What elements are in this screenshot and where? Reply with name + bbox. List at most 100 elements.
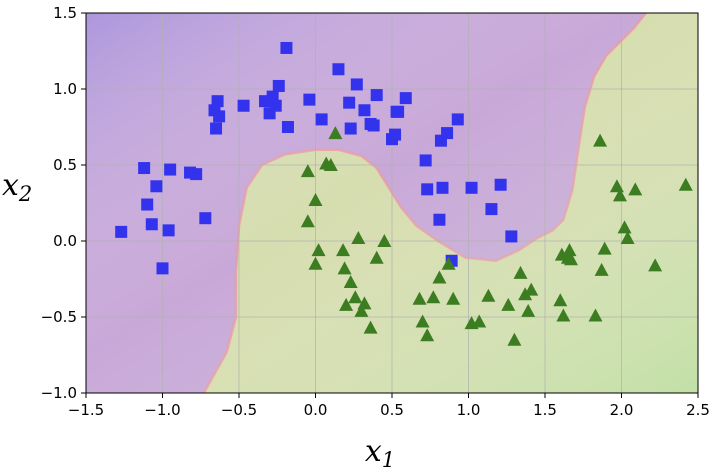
y-axis-label-subscript: 2 bbox=[18, 182, 32, 206]
y-axis-ticks: −1.0 −0.5 0.0 0.5 1.0 1.5 bbox=[41, 4, 86, 402]
point-class1-triangle bbox=[369, 250, 384, 264]
point-class0-square bbox=[199, 212, 212, 225]
point-class0-square bbox=[213, 110, 226, 123]
y-tick-label: 1.5 bbox=[53, 4, 77, 22]
point-class1-triangle bbox=[357, 296, 372, 310]
point-class0-square bbox=[190, 168, 203, 181]
point-class1-triangle bbox=[678, 177, 693, 191]
point-class1-triangle bbox=[501, 297, 516, 311]
point-class0-square bbox=[332, 63, 345, 76]
point-class1-triangle bbox=[323, 158, 338, 171]
x-tick-label: 2.0 bbox=[610, 401, 634, 419]
point-class0-square bbox=[392, 105, 405, 118]
point-class1-triangle bbox=[612, 188, 627, 202]
point-class1-triangle bbox=[593, 133, 608, 147]
point-class1-triangle bbox=[432, 270, 447, 284]
point-class0-square bbox=[210, 122, 223, 135]
point-class0-square bbox=[465, 181, 478, 194]
point-class1-triangle bbox=[308, 192, 323, 206]
point-class0-square bbox=[451, 113, 464, 126]
point-class0-square bbox=[419, 154, 432, 167]
point-class0-square bbox=[367, 119, 380, 132]
x-axis-label-subscript: 1 bbox=[382, 448, 395, 467]
point-class0-square bbox=[389, 128, 402, 141]
x-tick-label: 2.5 bbox=[686, 401, 710, 419]
point-class0-square bbox=[358, 104, 371, 117]
grid bbox=[86, 13, 698, 393]
point-class1-triangle bbox=[446, 291, 461, 305]
point-class0-square bbox=[436, 181, 449, 194]
point-class1-triangle bbox=[300, 164, 315, 178]
data-markers bbox=[115, 41, 693, 346]
point-class1-triangle bbox=[507, 332, 522, 346]
point-class0-square bbox=[343, 96, 356, 109]
point-class0-square bbox=[350, 78, 363, 91]
point-class1-triangle bbox=[363, 320, 378, 334]
y-tick-label: −1.0 bbox=[41, 384, 77, 402]
point-class1-triangle bbox=[553, 293, 568, 307]
point-class1-triangle bbox=[628, 182, 643, 196]
point-class0-square bbox=[303, 93, 316, 106]
point-class0-square bbox=[399, 92, 412, 105]
point-class1-triangle bbox=[336, 243, 351, 257]
y-tick-label: 0.5 bbox=[53, 156, 77, 174]
y-tick-label: 1.0 bbox=[53, 80, 77, 98]
point-class0-square bbox=[370, 89, 383, 102]
point-class0-square bbox=[344, 122, 357, 135]
point-class1-triangle bbox=[564, 252, 579, 266]
y-tick-label: 0.0 bbox=[53, 232, 77, 250]
point-class1-triangle bbox=[339, 297, 354, 311]
point-class1-triangle bbox=[617, 220, 632, 234]
point-class0-square bbox=[494, 178, 507, 191]
point-class1-triangle bbox=[377, 234, 392, 247]
point-class1-triangle bbox=[521, 303, 536, 317]
point-class0-square bbox=[266, 90, 279, 103]
x-tick-label: 1.5 bbox=[533, 401, 557, 419]
point-class1-triangle bbox=[300, 214, 315, 228]
point-class0-square bbox=[164, 163, 177, 176]
point-class0-square bbox=[156, 262, 169, 275]
point-class0-square bbox=[138, 162, 151, 175]
point-class1-triangle bbox=[594, 262, 609, 276]
point-class1-triangle bbox=[337, 261, 352, 275]
x-tick-label: 0.0 bbox=[304, 401, 328, 419]
point-class1-triangle bbox=[308, 256, 323, 270]
point-class1-triangle bbox=[513, 265, 528, 279]
point-class1-triangle bbox=[343, 275, 358, 289]
point-class0-square bbox=[237, 99, 250, 112]
point-class1-triangle bbox=[562, 243, 577, 257]
point-class1-triangle bbox=[556, 308, 571, 322]
point-class1-triangle bbox=[648, 258, 663, 272]
point-class1-triangle bbox=[620, 230, 635, 244]
point-class1-triangle bbox=[426, 290, 441, 304]
point-class0-square bbox=[269, 99, 282, 112]
point-class0-square bbox=[421, 183, 434, 196]
x-axis-label: x1 bbox=[365, 434, 395, 467]
point-class1-triangle bbox=[597, 241, 612, 255]
point-class1-triangle bbox=[420, 328, 435, 342]
point-class0-square bbox=[280, 41, 293, 54]
x-tick-label: −1.5 bbox=[68, 401, 104, 419]
point-class0-square bbox=[150, 180, 163, 193]
point-class0-square bbox=[145, 218, 158, 231]
point-class1-triangle bbox=[328, 126, 343, 140]
x-tick-label: −0.5 bbox=[221, 401, 257, 419]
x-axis-ticks: −1.5 −1.0 −0.5 0.0 0.5 1.0 1.5 2.0 2.5 bbox=[68, 393, 710, 419]
point-class1-triangle bbox=[588, 308, 603, 322]
point-class0-square bbox=[441, 127, 454, 140]
point-class1-triangle bbox=[472, 314, 487, 328]
point-class1-triangle bbox=[481, 288, 496, 302]
x-tick-label: 1.0 bbox=[457, 401, 481, 419]
point-class0-square bbox=[141, 198, 154, 211]
point-class0-square bbox=[281, 121, 294, 133]
point-class1-triangle bbox=[311, 243, 326, 257]
point-class0-square bbox=[211, 95, 224, 108]
y-axis-label: x2 bbox=[2, 168, 32, 206]
point-class1-triangle bbox=[412, 291, 427, 305]
point-class0-square bbox=[505, 230, 518, 243]
x-tick-label: 0.5 bbox=[380, 401, 404, 419]
plot-area bbox=[86, 13, 698, 393]
point-class0-square bbox=[315, 113, 328, 126]
point-class1-triangle bbox=[441, 256, 456, 270]
